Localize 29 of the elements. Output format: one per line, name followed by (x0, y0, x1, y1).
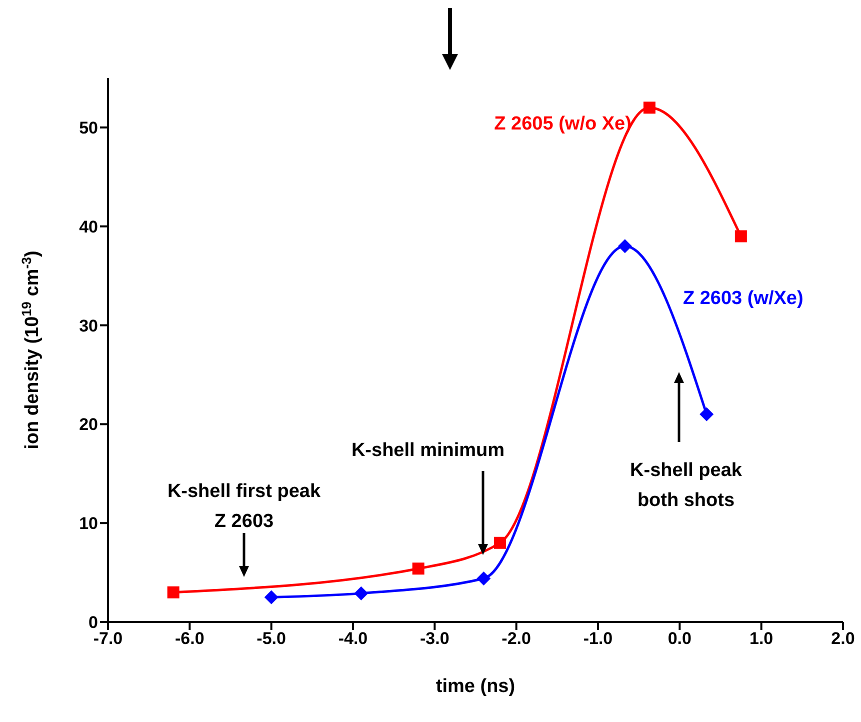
y-tick-label: 30 (79, 316, 98, 336)
point (354, 586, 368, 600)
x-tick-label: 2.0 (831, 629, 855, 648)
x-tick-label: 1.0 (750, 629, 774, 648)
annotation: K-shell first peak Z 2603 (167, 481, 321, 532)
point (618, 239, 632, 254)
point (643, 102, 656, 114)
x-tick-label: -5.0 (256, 629, 286, 648)
point (734, 230, 747, 242)
point (494, 536, 506, 549)
x-tick-label: -3.0 (420, 629, 450, 648)
x-tick-label: 0.0 (668, 629, 692, 648)
y-tick-label: 50 (79, 118, 98, 138)
x-tick-label: -6.0 (175, 629, 204, 648)
x-tick-label: -4.0 (338, 629, 368, 648)
annotation: K-shell peak both shots (630, 460, 742, 511)
point (412, 562, 424, 575)
x-tick-label: -2.0 (502, 629, 531, 648)
y-tick-label: 10 (79, 514, 98, 534)
x-axis-title: time (ns) (436, 676, 516, 697)
point (264, 590, 278, 604)
y-tick-label: 20 (79, 415, 98, 434)
point (700, 407, 714, 422)
x-tick-label: -1.0 (583, 629, 613, 648)
annotation: K-shell minimum (351, 440, 505, 461)
y-tick-label: 40 (79, 217, 98, 236)
series-label: Z 2603 (w/Xe) (682, 288, 804, 310)
point (476, 571, 491, 586)
point (167, 586, 180, 598)
